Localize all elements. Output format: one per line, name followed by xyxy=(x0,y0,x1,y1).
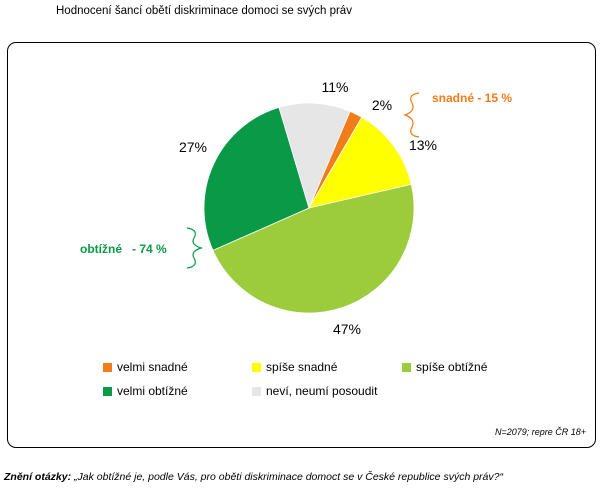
pie-slices xyxy=(203,102,415,314)
legend-item-spise-snadne: spíše snadné xyxy=(252,360,337,374)
pie-data-label-4: 11% xyxy=(322,79,349,95)
legend-label: neví, neumí posoudit xyxy=(266,384,378,398)
legend-item-nevi: neví, neumí posoudit xyxy=(252,384,377,398)
pie-labels: 2% 13% 47% 27% 11% xyxy=(179,79,437,337)
legend-label: spíše snadné xyxy=(266,360,338,374)
legend-label: spíše obtížné xyxy=(416,360,488,374)
question-label: Znění otázky: xyxy=(4,471,72,483)
legend-item-velmi-obtizne: velmi obtížné xyxy=(103,384,188,398)
easy-brace xyxy=(403,92,420,138)
legend-label: velmi snadné xyxy=(117,360,188,374)
pie-slice-3 xyxy=(203,106,310,251)
pie-data-label-3: 27% xyxy=(179,139,207,155)
question-body: „Jak obtížné je, podle Vás, pro oběti di… xyxy=(71,471,503,483)
easy-annotation: snadné - 15 % xyxy=(432,91,512,105)
hard-annotation: obtížné - 74 % xyxy=(80,242,167,256)
legend-swatch xyxy=(103,362,112,372)
sample-note: N=2079; repre ČR 18+ xyxy=(494,427,586,437)
legend-swatch xyxy=(252,386,261,396)
pie-slice-4 xyxy=(278,102,351,210)
legend-swatch xyxy=(252,362,261,372)
question-text: Znění otázky: „Jak obtížné je, podle Vás… xyxy=(4,471,503,483)
pie-data-label-2: 47% xyxy=(333,321,361,337)
pie-data-label-0: 2% xyxy=(372,97,392,113)
legend-swatch xyxy=(103,386,112,396)
legend-swatch xyxy=(402,362,411,372)
pie-slice-1 xyxy=(308,116,412,209)
hard-brace xyxy=(186,227,203,269)
pie-data-label-1: 13% xyxy=(409,137,437,153)
legend-item-spise-obtizne: spíše obtížné xyxy=(402,360,487,374)
chart-frame xyxy=(7,42,596,448)
legend-label: velmi obtížné xyxy=(117,384,188,398)
legend-item-velmi-snadne: velmi snadné xyxy=(103,360,188,374)
pie-slice-2 xyxy=(212,183,415,314)
chart-title: Hodnocení šancí obětí diskriminace domoc… xyxy=(56,5,352,17)
